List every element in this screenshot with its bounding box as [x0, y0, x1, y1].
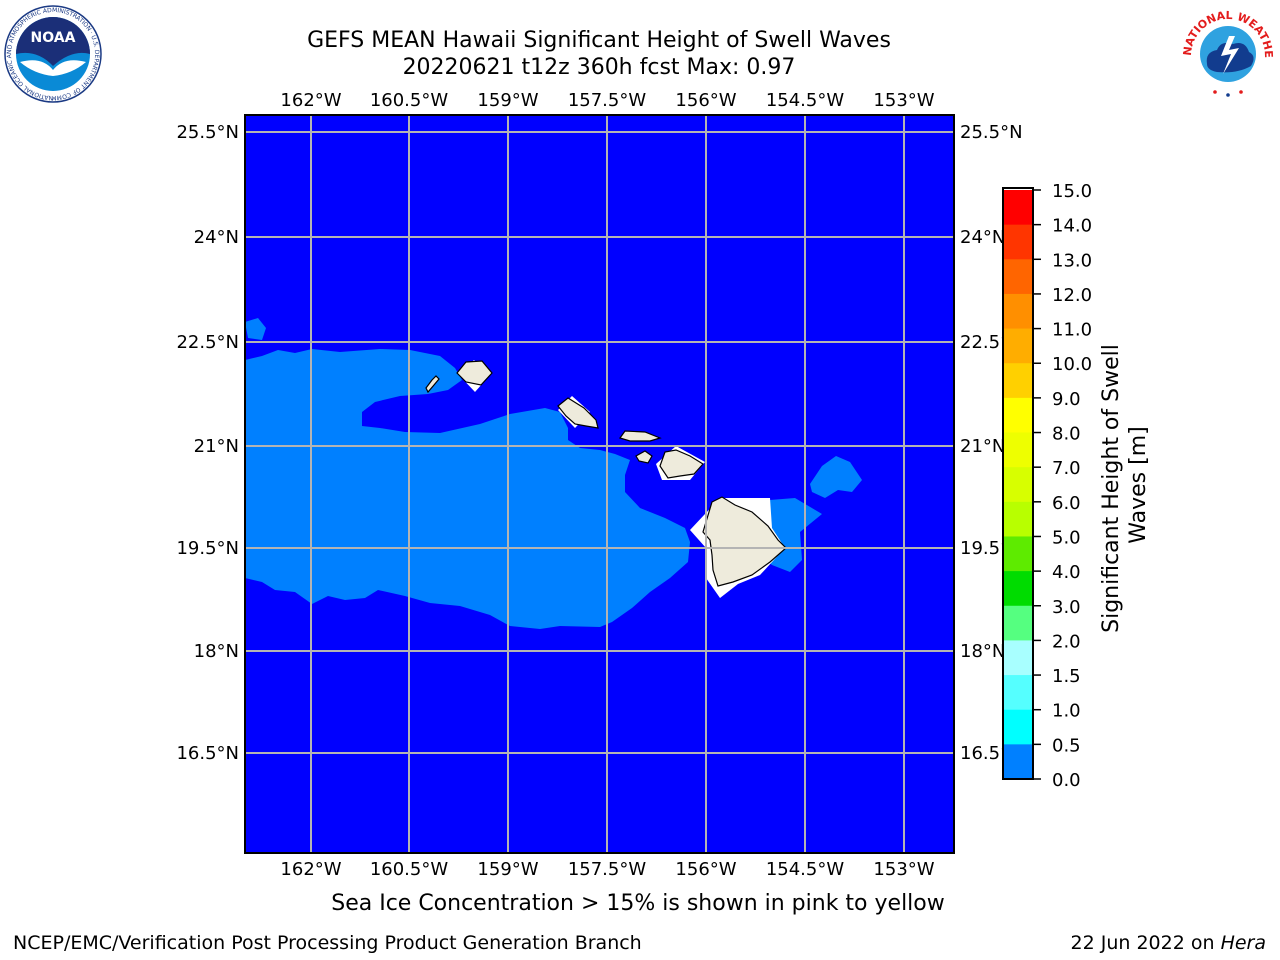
island-molokai: [619, 430, 662, 442]
lon-label-bottom: 156°W: [675, 859, 736, 880]
colorbar-tick-label: 3.0: [1052, 597, 1081, 618]
colorbar-tick-label: 14.0: [1052, 216, 1092, 237]
lon-label-top: 156°W: [675, 90, 736, 111]
colorbar-swatch: [1004, 744, 1032, 780]
colorbar-label-line-1: Significant Height of Swell: [1099, 344, 1124, 633]
colorbar-swatch: [1004, 605, 1032, 642]
colorbar-swatch: [1004, 536, 1032, 572]
colorbar-swatch: [1004, 467, 1032, 503]
colorbar-tick-label: 9.0: [1052, 389, 1081, 410]
colorbar-tick-label: 4.0: [1052, 562, 1081, 583]
lat-label-right: 25.5°N: [960, 122, 1023, 143]
colorbar-swatch: [1004, 675, 1032, 711]
colorbar-swatch: [1004, 224, 1032, 260]
colorbar-tick-label: 5.0: [1052, 527, 1081, 548]
lon-label-top: 162°W: [280, 90, 341, 111]
colorbar-label-line-2: Waves [m]: [1126, 426, 1151, 543]
swell-region-0.5-1m-west: [245, 349, 690, 629]
lat-label-left: 16.5°N: [176, 743, 239, 764]
lon-label-bottom: 159°W: [477, 859, 538, 880]
colorbar-swatch: [1004, 259, 1032, 295]
colorbar-swatch: [1004, 432, 1032, 468]
sea-ice-note: Sea Ice Concentration > 15% is shown in …: [331, 891, 945, 916]
graticule: [245, 115, 954, 853]
noaa-wordmark: NOAA: [31, 30, 76, 46]
colorbar-swatch: [1004, 293, 1032, 330]
nws-logo: NATIONAL WEATHER SERVICE: [1177, 2, 1276, 100]
noaa-logo: NATIONAL OCEANIC AND ATMOSPHERIC ADMINIS…: [2, 4, 102, 103]
colorbar: 15.0 14.0 13.0 12.0 11.0 10.0 9.0 8.0 7.0 6.0 5.0 4…: [1002, 181, 1151, 791]
island-niihau: [425, 375, 440, 394]
island-oahu: [557, 397, 599, 429]
footer-date: 22 Jun 2022 on Hera: [1071, 932, 1266, 954]
colorbar-frame: [1002, 187, 1034, 780]
lat-label-left: 24°N: [194, 227, 239, 248]
lat-label-left: 25.5°N: [176, 122, 239, 143]
lon-label-top: 153°W: [873, 90, 934, 111]
colorbar-swatch: [1004, 363, 1032, 399]
lat-label-right: 21°N: [960, 436, 1005, 457]
swell-region-0.5-1m-northwest: [245, 318, 266, 340]
lon-label-bottom: 162°W: [280, 859, 341, 880]
title-line-2: 20220621 t12z 360h fcst Max: 0.97: [402, 55, 796, 80]
lon-label-bottom: 154.5°W: [766, 859, 845, 880]
footer-date-text: 22 Jun 2022 on: [1070, 932, 1221, 954]
island-kauai: [456, 360, 493, 386]
lat-label-left: 22.5°N: [176, 332, 239, 353]
lon-label-bottom: 153°W: [873, 859, 934, 880]
colorbar-tick-label: 1.0: [1052, 701, 1081, 722]
swell-region-0.5-1m-east: [810, 456, 862, 498]
colorbar-label: Significant Height of Swell Waves [m]: [1099, 337, 1151, 633]
colorbar-swatch: [1004, 190, 1032, 226]
lon-label-top: 159°W: [477, 90, 538, 111]
colorbar-swatch: [1004, 709, 1032, 745]
footer-branch: NCEP/EMC/Verification Post Processing Pr…: [13, 932, 642, 954]
colorbar-tick-label: 7.0: [1052, 458, 1081, 479]
colorbar-tick-label: 2.0: [1052, 631, 1081, 652]
colorbar-tick-label: 6.0: [1052, 493, 1081, 514]
lat-label-right: 24°N: [960, 227, 1005, 248]
island-maui: [659, 449, 704, 479]
lat-label-right: 18°N: [960, 641, 1005, 662]
colorbar-tick-label: 13.0: [1052, 250, 1092, 271]
colorbar-tick-label: 11.0: [1052, 320, 1092, 341]
lat-label-left: 18°N: [194, 641, 239, 662]
title-line-1: GEFS MEAN Hawaii Significant Height of S…: [307, 28, 891, 53]
colorbar-swatch: [1004, 640, 1032, 676]
colorbar-tick-label: 0.5: [1052, 735, 1081, 756]
island-lanai: [635, 450, 653, 464]
lon-label-top: 160.5°W: [370, 90, 449, 111]
lat-label-left: 21°N: [194, 436, 239, 457]
lat-label-left: 19.5°N: [176, 538, 239, 559]
lon-label-bottom: 160.5°W: [370, 859, 449, 880]
lon-label-top: 154.5°W: [766, 90, 845, 111]
map-frame: [244, 114, 955, 854]
footer-host: Hera: [1220, 932, 1266, 954]
colorbar-tick-label: 0.0: [1052, 770, 1081, 791]
colorbar-swatch: [1004, 571, 1032, 607]
colorbar-swatch: [1004, 328, 1032, 364]
lon-label-bottom: 157.5°W: [568, 859, 647, 880]
colorbar-tick-label: 15.0: [1052, 181, 1092, 202]
colorbar-swatch: [1004, 397, 1032, 434]
colorbar-tick-label: 8.0: [1052, 424, 1081, 445]
colorbar-tick-label: 10.0: [1052, 354, 1092, 375]
colorbar-tick-label: 1.5: [1052, 666, 1081, 687]
colorbar-tick-label: 12.0: [1052, 285, 1092, 306]
lon-label-top: 157.5°W: [568, 90, 647, 111]
colorbar-swatch: [1004, 501, 1032, 538]
